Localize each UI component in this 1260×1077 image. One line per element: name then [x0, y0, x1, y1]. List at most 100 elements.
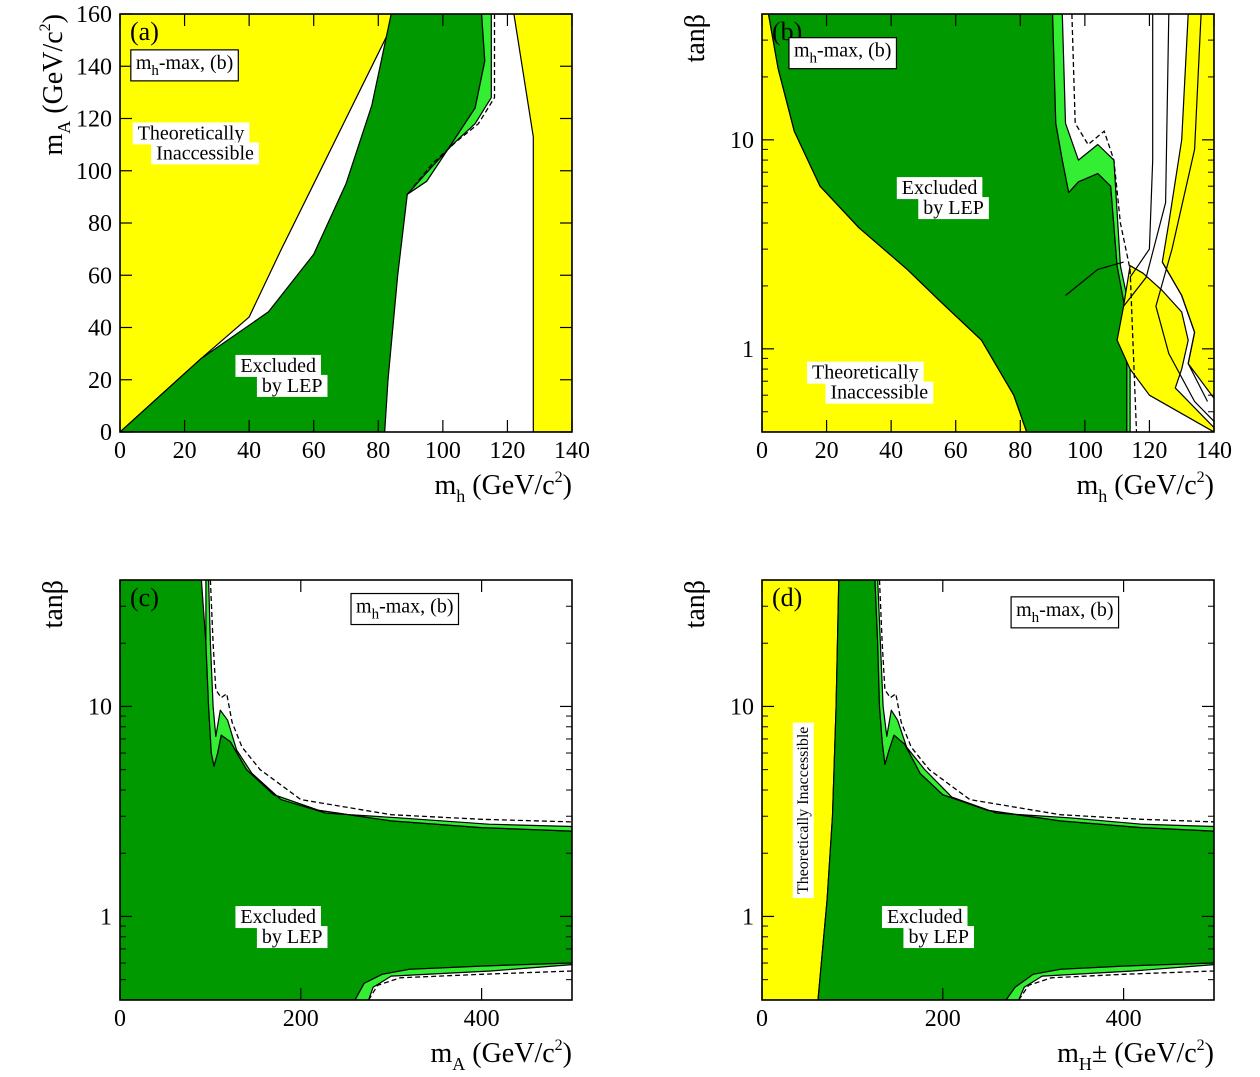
- y-tick-label: 100: [76, 159, 112, 185]
- y-tick-label: 10: [88, 694, 112, 720]
- excluded-by-lep-label-bg: [881, 906, 968, 929]
- x-axis-label: mH± (GeV/c2): [1057, 1037, 1214, 1074]
- x-tick-label: 40: [879, 438, 903, 464]
- region-band-2: [1051, 14, 1131, 432]
- x-tick-label: 200: [925, 1006, 961, 1032]
- x-tick-label: 400: [1106, 1006, 1142, 1032]
- expected-limit-dashed-1: [1018, 970, 1214, 1000]
- y-tick-label: 40: [88, 316, 112, 342]
- excluded-by-lep-label-line1: Excluded: [240, 906, 316, 928]
- x-tick-label: 60: [302, 438, 326, 464]
- region-band-2: [874, 580, 1214, 832]
- panel-a: 0 20 40 60 80 100 120 140020406080100120140160m…: [37, 2, 590, 506]
- scenario-box: [788, 37, 898, 70]
- scenario-label: mh-max, (b): [136, 52, 233, 79]
- y-axis-label: tanβ: [38, 580, 69, 628]
- y-tick-label: 1: [742, 337, 754, 363]
- region-theor-0: [120, 14, 572, 432]
- expected-limit-dashed-0: [209, 580, 572, 823]
- x-tick-label: 140: [554, 438, 590, 464]
- excluded-by-lep-label-bg: [235, 354, 321, 377]
- x-tick-label: 40: [237, 438, 261, 464]
- theoretically-inaccessible-bg: [792, 722, 814, 899]
- y-tick-label: 10: [730, 694, 754, 720]
- regions: [120, 14, 572, 432]
- x-axis-label: mh (GeV/c2): [434, 469, 572, 506]
- region-band-2: [406, 14, 492, 195]
- x-tick-label: 20: [815, 438, 839, 464]
- y-tick-label: 120: [76, 107, 112, 133]
- theoretically-inaccessible-label: Theoretically Inaccessible: [795, 727, 812, 894]
- y-tick-label: 160: [76, 2, 112, 28]
- region-band-1: [205, 580, 572, 832]
- y-tick-label: 0: [100, 420, 112, 446]
- excluded-by-lep-label-line1: Excluded: [240, 355, 316, 377]
- y-tick-label: 1: [742, 904, 754, 930]
- theoretically-inaccessible-label-line2: Inaccessible: [830, 382, 928, 404]
- contour-line-3: [1161, 261, 1209, 402]
- excluded-by-lep-label-bg: [256, 374, 328, 397]
- y-tick-label: 80: [88, 211, 112, 237]
- x-tick-label: 0: [756, 438, 768, 464]
- y-tick-label: 140: [76, 54, 112, 80]
- x-tick-label: 80: [366, 438, 390, 464]
- y-tick-label: 10: [730, 128, 754, 154]
- theoretically-inaccessible-label-line2: Inaccessible: [156, 142, 254, 164]
- x-tick-label: 80: [1008, 438, 1032, 464]
- contour-line-0: [1129, 14, 1154, 278]
- x-tick-label: 60: [944, 438, 968, 464]
- x-tick-label: 100: [425, 438, 461, 464]
- scenario-label: mh-max, (b): [1016, 599, 1113, 626]
- y-axis-label: tanβ: [680, 14, 711, 62]
- panel-label: (c): [130, 583, 159, 612]
- y-tick-label: 1: [100, 904, 112, 930]
- panel-label: (a): [130, 17, 159, 46]
- x-axis-label: mh (GeV/c2): [1076, 469, 1214, 506]
- y-axis-label: mA (GeV/c2): [37, 14, 74, 156]
- excluded-by-lep-label-bg: [256, 926, 328, 949]
- panel-d: 0 200 400 1 10 mH± (GeV/c2) tanβ (d) mh-max, (b)…: [680, 579, 1215, 1074]
- theoretically-inaccessible-label-bg: [151, 142, 260, 165]
- x-tick-label: 0: [756, 1006, 768, 1032]
- y-axis-label: tanβ: [680, 580, 711, 628]
- regions: [120, 580, 572, 1000]
- expected-limit-dashed-1: [368, 970, 572, 1000]
- x-axis-label: mA (GeV/c2): [430, 1037, 572, 1074]
- panel-c: 0 200 400 1 10 mA (GeV/c2) tanβ (c) mh-max, (b) E…: [38, 579, 573, 1074]
- contour-line-1: [1123, 14, 1170, 307]
- expected-limit-dashed-0: [413, 14, 496, 187]
- excluded-by-lep-label-bg: [896, 177, 983, 200]
- theoretically-inaccessible-label-bg: [132, 122, 250, 145]
- excluded-by-lep-label-line2: by LEP: [262, 375, 323, 397]
- excluded-by-lep-label-line1: Excluded: [887, 906, 963, 928]
- x-tick-label: 140: [1196, 438, 1232, 464]
- theoretically-inaccessible-label-bg: [825, 381, 934, 404]
- excluded-by-lep-label-line2: by LEP: [923, 197, 984, 219]
- theoretically-inaccessible-label-line1: Theoretically: [138, 122, 245, 144]
- scenario-box: [130, 49, 239, 82]
- excluded-by-lep-label-line2: by LEP: [262, 926, 323, 948]
- region-band-3: [1005, 962, 1214, 1000]
- x-tick-label: 200: [283, 1006, 319, 1032]
- panel-label: (d): [772, 583, 802, 612]
- x-tick-label: 0: [114, 1006, 126, 1032]
- regions: [762, 14, 1214, 432]
- scenario-box: [1010, 596, 1120, 629]
- expected-limit-dashed-0: [1071, 14, 1138, 432]
- region-theor-3: [1116, 265, 1214, 432]
- expected-limit-dashed-0: [878, 580, 1214, 823]
- x-tick-label: 0: [114, 438, 126, 464]
- x-tick-label: 100: [1067, 438, 1103, 464]
- region-band-2: [354, 962, 572, 1000]
- x-tick-label: 400: [464, 1006, 500, 1032]
- theoretically-inaccessible-label-bg: [807, 361, 924, 384]
- theoretically-inaccessible-label-line1: Theoretically: [812, 362, 919, 384]
- excluded-by-lep-label-line1: Excluded: [902, 177, 978, 199]
- scenario-label: mh-max, (b): [356, 596, 453, 623]
- contour-line-4: [1065, 261, 1124, 296]
- excluded-by-lep-label-bg: [918, 197, 989, 220]
- excluded-by-lep-label-bg: [235, 906, 321, 929]
- excluded-by-lep-label-line2: by LEP: [908, 926, 969, 948]
